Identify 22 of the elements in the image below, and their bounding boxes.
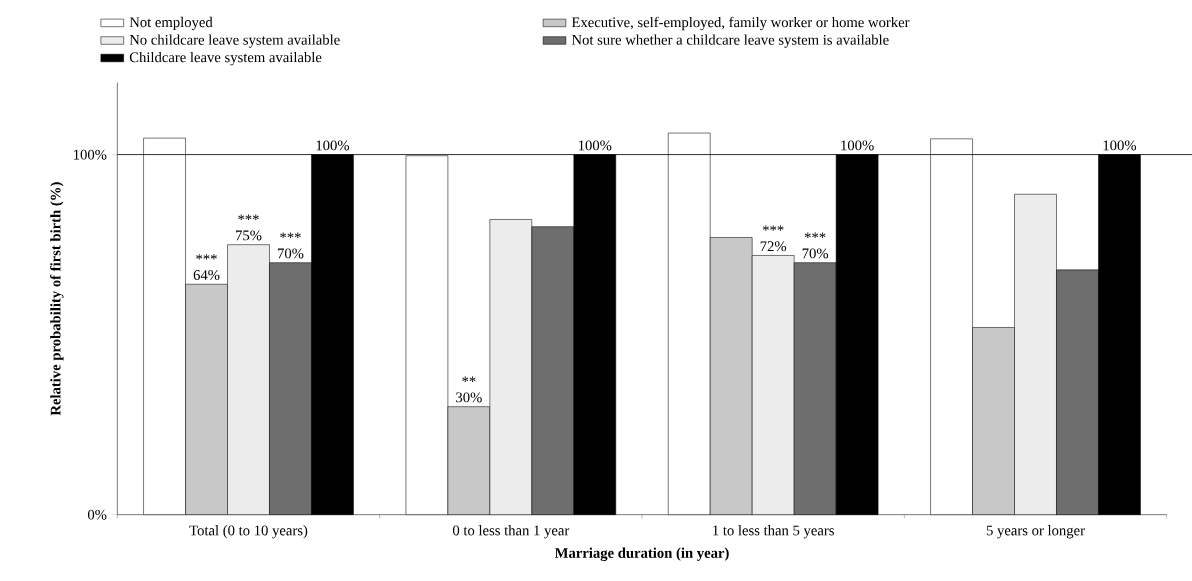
legend-label: Executive, self-employed, family worker or home worker	[571, 16, 910, 31]
legend-label: Childcare leave system available	[129, 51, 322, 66]
data-label: 100%	[841, 140, 874, 151]
data-label: *** 72%	[760, 225, 787, 252]
legend-label: Not employed	[129, 16, 213, 31]
legend-label: Not sure whether a childcare leave system is available	[571, 34, 889, 48]
data-label: ** 30%	[456, 376, 482, 403]
data-label: *** 70%	[802, 232, 829, 259]
y-tick-label: 0%	[87, 509, 107, 520]
data-label: *** 64%	[193, 254, 220, 280]
x-tick-label: 0 to less than 1 year	[452, 524, 570, 539]
x-tick-label: 1 to less than 5 years	[713, 524, 834, 539]
data-label: 100%	[316, 140, 350, 151]
x-axis-title: Marriage duration (in year)	[554, 547, 729, 561]
data-label: *** 75%	[236, 214, 262, 241]
x-tick-label: Total (0 to 10 years)	[189, 524, 308, 539]
data-label: *** 70%	[278, 232, 304, 259]
data-label: 100%	[1103, 140, 1137, 151]
data-label: 100%	[578, 140, 612, 151]
x-tick-label: 5 years or longer	[986, 524, 1085, 539]
y-axis-title: Relative probability of first birth (%)	[50, 182, 64, 416]
legend-label: No childcare leave system available	[129, 34, 340, 48]
